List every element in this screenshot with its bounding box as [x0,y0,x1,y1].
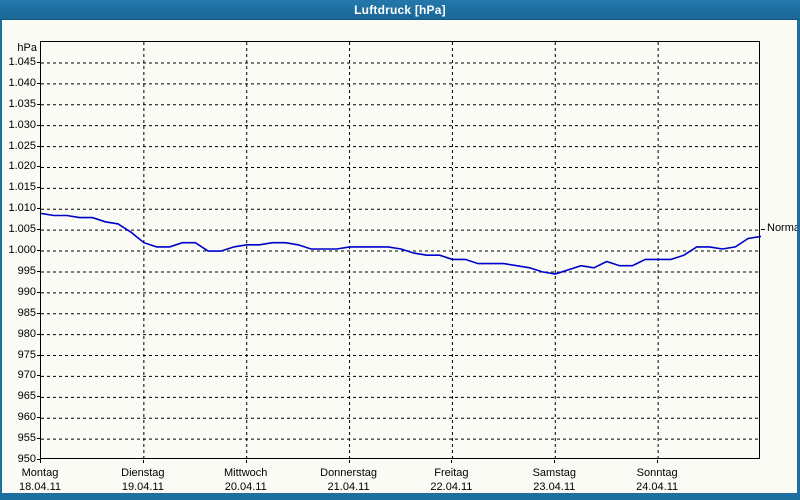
x-axis-tick [554,460,556,463]
y-tick-label: 985 [17,306,36,319]
plot-frame [40,41,761,460]
y-axis-tick [37,145,41,147]
y-tick-label: 1.030 [8,118,36,131]
x-axis-day-label: Dienstag [121,467,165,479]
y-axis-tick [37,354,41,356]
y-axis-tick [37,166,41,168]
y-tick-label: 1.040 [8,76,36,89]
y-axis-tick [37,124,41,126]
normal-tick-mark [761,229,765,231]
y-tick-label: 1.010 [8,202,36,215]
y-axis-tick [37,229,41,231]
y-tick-label: 995 [17,264,36,277]
x-axis-day-label: Donnerstag [320,467,377,479]
x-axis-tick [245,460,247,463]
y-tick-label: 960 [17,411,36,424]
pressure-line-chart [41,42,761,460]
window-border-bottom [0,493,800,500]
y-axis-tick [37,208,41,210]
x-axis-day-label: Sonntag [636,467,678,479]
y-tick-label: 1.015 [8,181,36,194]
y-tick-label: 1.000 [8,244,36,257]
y-axis-tick [37,396,41,398]
x-axis-day-label: Montag [21,467,59,479]
y-tick-label: 1.025 [8,139,36,152]
y-axis-tick [37,62,41,63]
y-tick-label: 1.045 [8,56,36,68]
y-tick-label: 980 [17,327,36,340]
y-axis-tick [37,333,41,335]
y-axis-tick [37,375,41,377]
x-axis-tick [451,460,453,463]
y-tick-label: 990 [17,285,36,298]
x-axis-date-label: 19.04.11 [121,481,164,493]
y-axis-tick [37,270,41,272]
title-bar: Luftdruck [hPa] [0,0,800,20]
x-axis-day-label: Samstag [532,467,576,479]
x-axis-date-label: 21.04.11 [327,481,370,493]
y-axis-tick [37,187,41,189]
x-axis-date-label: 23.04.11 [533,481,576,493]
y-axis-tick [37,291,41,293]
y-tick-label: 975 [17,348,36,361]
window-border-left [0,20,2,500]
x-axis-tick [348,460,350,463]
x-axis-tick [40,460,41,463]
y-tick-label: 1.035 [8,97,36,110]
y-axis-tick [37,438,41,440]
y-axis-tick [37,459,41,460]
x-axis-tick [142,460,144,463]
x-axis-date-label: 22.04.11 [430,481,473,493]
y-axis-tick [37,82,41,84]
chart-area: hPa 1.045 1.040 1.035 1.030 1.025 1.020 1.015 1… [0,20,800,493]
y-axis-tick [37,312,41,314]
x-axis-tick [657,460,659,463]
y-axis-tick [37,250,41,252]
y-tick-label: 965 [17,390,36,403]
y-tick-label: 1.005 [8,223,36,236]
x-axis-date-label: 18.04.11 [18,481,62,493]
y-tick-label: 955 [17,432,36,445]
y-axis-unit-label: hPa [17,42,37,54]
y-tick-label: 950 [17,453,36,465]
y-tick-label: 970 [17,369,36,382]
normal-annotation-label: Normal [767,222,800,235]
y-axis-tick [37,417,41,419]
x-axis-day-label: Freitag [434,467,469,479]
pressure-series-line [41,212,761,275]
y-axis-tick [37,103,41,105]
page-title: Luftdruck [hPa] [354,2,446,17]
window-border-right [797,20,800,500]
x-axis-date-label: 20.04.11 [224,481,267,493]
x-axis-day-label: Mittwoch [224,467,268,479]
x-axis-date-label: 24.04.11 [636,481,679,493]
y-tick-label: 1.020 [8,160,36,173]
